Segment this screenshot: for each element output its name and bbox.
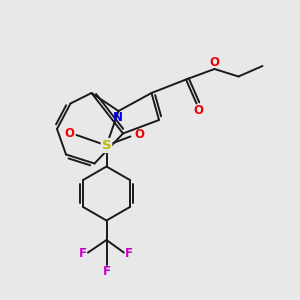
Text: O: O: [209, 56, 220, 69]
Text: O: O: [64, 127, 74, 140]
Text: S: S: [102, 139, 111, 152]
Text: F: F: [79, 247, 86, 260]
Text: N: N: [113, 111, 123, 124]
Text: F: F: [125, 247, 133, 260]
Text: O: O: [193, 103, 203, 117]
Text: O: O: [134, 128, 144, 142]
Text: F: F: [103, 265, 110, 278]
